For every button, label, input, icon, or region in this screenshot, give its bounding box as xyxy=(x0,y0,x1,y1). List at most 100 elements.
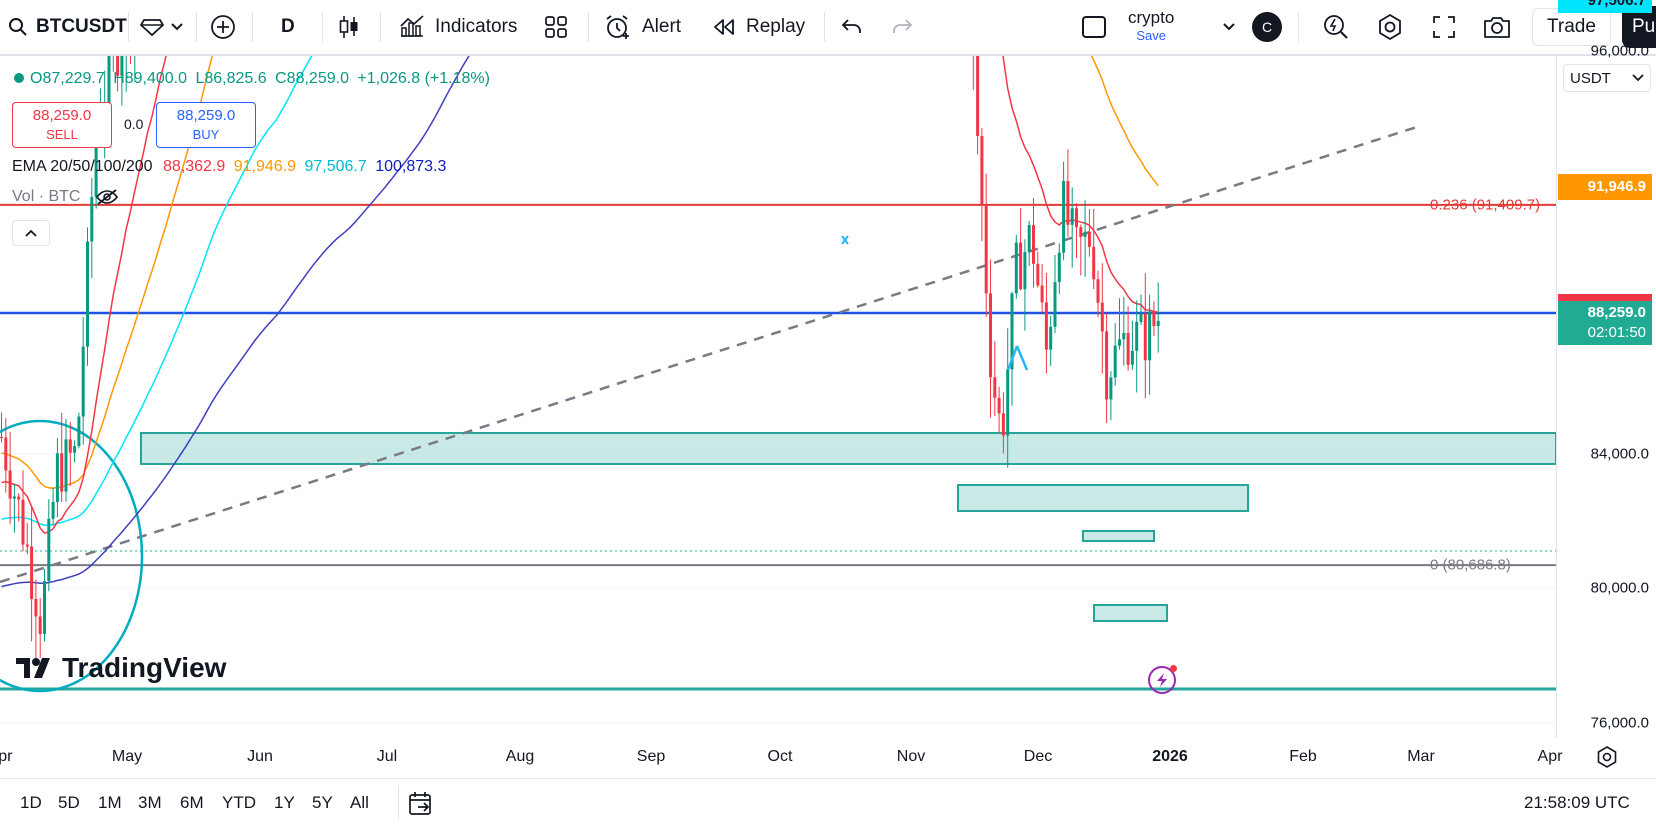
price-tick: 96,000.0 xyxy=(1590,42,1649,60)
chevron-down-icon xyxy=(171,23,183,31)
range-button-1d[interactable]: 1D xyxy=(20,793,42,812)
fullscreen-button[interactable] xyxy=(1432,0,1456,54)
support-zone-main[interactable] xyxy=(140,432,1556,465)
price-tick: 76,000.0 xyxy=(1590,714,1649,731)
range-button-all[interactable]: All xyxy=(350,793,369,812)
layout-menu-button[interactable] xyxy=(1222,0,1236,54)
layout-name: crypto xyxy=(1128,8,1175,27)
templates-button[interactable] xyxy=(544,0,568,54)
price-badge: 91,946.9 xyxy=(1558,173,1652,200)
economic-event-icon[interactable] xyxy=(1148,665,1177,694)
eye-off-icon[interactable] xyxy=(95,188,119,206)
currency-select[interactable]: USDT xyxy=(1563,64,1651,92)
chart-canvas[interactable] xyxy=(0,56,1556,738)
volume-legend[interactable]: Vol · BTC xyxy=(12,188,119,206)
candle-body xyxy=(1113,345,1117,378)
time-tick: Dec xyxy=(1023,748,1053,765)
search-icon xyxy=(9,18,27,36)
avatar: C xyxy=(1252,12,1282,42)
settings-button[interactable] xyxy=(1376,0,1404,54)
sell-button[interactable]: 88,259.0 SELL xyxy=(12,102,112,148)
range-button-5d[interactable]: 5D xyxy=(58,793,80,812)
candle-body xyxy=(1049,326,1053,350)
symbol-search[interactable]: BTCUSDT xyxy=(8,0,127,54)
candle-body xyxy=(1066,181,1070,225)
layout-name-button[interactable]: crypto Save xyxy=(1128,0,1174,54)
candle-body xyxy=(1148,311,1152,361)
add-symbol-button[interactable] xyxy=(210,0,236,54)
candle-body xyxy=(1036,263,1040,286)
grid-icon xyxy=(545,16,567,38)
range-button-5y[interactable]: 5Y xyxy=(312,793,333,812)
redo-button[interactable] xyxy=(890,0,914,54)
alert-button[interactable]: Alert xyxy=(604,0,681,54)
range-button-6m[interactable]: 6M xyxy=(180,793,204,812)
ema100-line xyxy=(1,56,313,526)
ema50-value: 91,946.9 xyxy=(233,158,297,175)
candle-body xyxy=(1014,242,1018,294)
range-button-ytd[interactable]: YTD xyxy=(222,793,256,812)
small-zone-lower[interactable] xyxy=(1093,604,1168,622)
sell-price: 88,259.0 xyxy=(32,107,92,124)
symbol-label: BTCUSDT xyxy=(36,16,127,37)
candle-body xyxy=(1100,302,1104,332)
ema20-value: 88,362.9 xyxy=(163,158,226,175)
time-scale[interactable]: Apr May Jun Jul Aug Sep Oct Nov Dec 2026 Feb Mar Apr xyxy=(0,738,1562,774)
small-zone-upper[interactable] xyxy=(1082,530,1155,542)
price-scale[interactable]: USDT 128,000.0124,000.0120,000.0116,000.… xyxy=(1556,42,1656,738)
buy-button[interactable]: 88,259.0 BUY xyxy=(156,102,256,148)
candle-body xyxy=(1075,208,1078,228)
redo-icon xyxy=(893,19,913,33)
trade-button[interactable]: Trade xyxy=(1532,8,1611,46)
ellipse-drawing[interactable] xyxy=(0,419,144,693)
range-button-3m[interactable]: 3M xyxy=(138,793,162,812)
candle-body xyxy=(64,439,68,492)
candle-body xyxy=(1109,377,1113,400)
fib-level-label: 0.236 (91,409.7) xyxy=(1430,196,1541,214)
undo-button[interactable] xyxy=(840,0,864,54)
layout-toggle[interactable] xyxy=(1082,0,1106,54)
indicators-label: Indicators xyxy=(435,16,518,37)
candle-body xyxy=(1087,231,1091,247)
buy-label: BUY xyxy=(192,127,220,142)
compare-button[interactable] xyxy=(140,0,184,54)
quick-search-button[interactable] xyxy=(1322,0,1350,54)
user-avatar[interactable]: C xyxy=(1252,0,1282,54)
candle-body xyxy=(73,446,77,453)
divider xyxy=(398,787,399,819)
chart-settings-button[interactable] xyxy=(1596,746,1618,773)
gear-icon xyxy=(1379,13,1401,41)
range-button-1y[interactable]: 1Y xyxy=(274,793,295,812)
square-icon xyxy=(1082,16,1106,38)
ohlc-close: C88,259.0 xyxy=(275,70,349,87)
watermark-text: TradingView xyxy=(62,652,227,683)
candle-body xyxy=(43,581,46,634)
chart-type-button[interactable] xyxy=(338,0,360,54)
candle-body xyxy=(77,416,81,447)
clock[interactable]: 21:58:09 UTC xyxy=(1524,793,1630,812)
screenshot-button[interactable] xyxy=(1482,0,1512,54)
replay-button[interactable]: Replay xyxy=(712,0,805,54)
sell-label: SELL xyxy=(46,127,78,142)
time-tick: Jul xyxy=(376,748,398,765)
range-button-1m[interactable]: 1M xyxy=(98,793,122,812)
spread-value: 0.0 xyxy=(124,116,144,132)
indicators-button[interactable]: Indicators xyxy=(398,0,517,54)
date-range-button[interactable] xyxy=(408,791,434,822)
candle-body xyxy=(1118,339,1121,346)
time-tick: Sep xyxy=(636,748,666,765)
interval-button[interactable]: D xyxy=(281,16,295,37)
candle-body xyxy=(980,136,984,205)
alarm-clock-icon xyxy=(606,15,629,39)
ema-legend[interactable]: EMA 20/50/100/200 88,362.9 91,946.9 97,5… xyxy=(12,158,446,176)
resistance-zone[interactable] xyxy=(957,484,1249,512)
divider xyxy=(196,12,197,42)
price-tick: 84,000.0 xyxy=(1590,445,1649,463)
candle-body xyxy=(25,544,29,547)
candle-body xyxy=(1135,321,1139,351)
collapse-legend-button[interactable] xyxy=(12,220,50,246)
trendline-dashed[interactable] xyxy=(0,124,1421,584)
chart-pane[interactable]: O87,229.7 H89,400.0 L86,825.6 C88,259.0 … xyxy=(0,56,1556,738)
tradingview-watermark[interactable]: TradingView xyxy=(16,652,226,684)
candle-body xyxy=(1044,302,1048,350)
